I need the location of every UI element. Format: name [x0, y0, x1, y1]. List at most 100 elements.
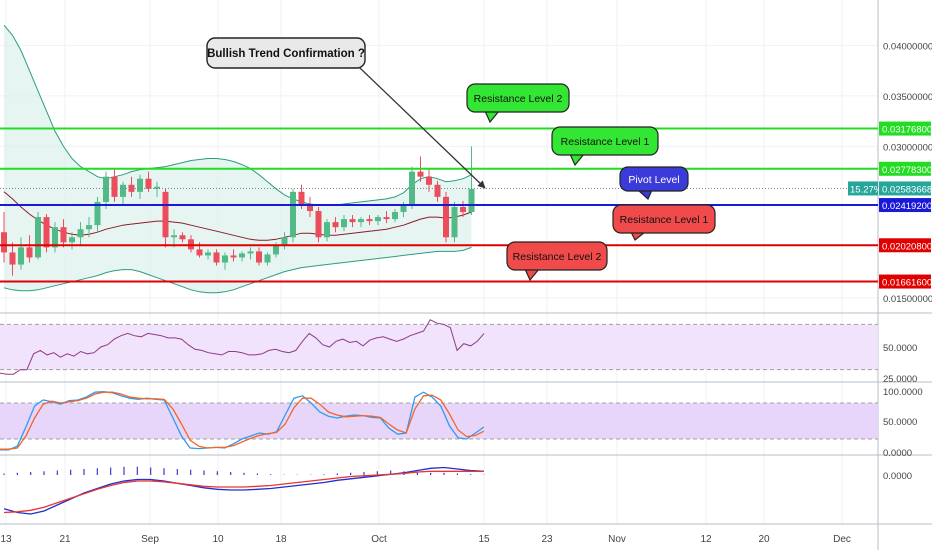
candle-body	[128, 184, 135, 192]
current-price-tag	[879, 181, 931, 196]
candle-body	[43, 217, 50, 248]
callout-box	[466, 83, 570, 113]
annotation-callout-box	[206, 37, 366, 69]
callout-label: Resistance Level 1	[561, 136, 650, 148]
candle-body	[358, 219, 364, 223]
macd-zero-label: 0.0000	[883, 471, 912, 482]
stoch-k-line	[0, 390, 485, 451]
candle-body	[324, 222, 330, 238]
candle-body	[307, 204, 313, 212]
candle-body	[145, 178, 152, 189]
candle-body	[69, 237, 75, 243]
x-tick-label: 21	[59, 534, 71, 545]
candle-body	[375, 217, 381, 222]
price-level-tag	[879, 274, 931, 289]
candle-body	[35, 217, 41, 258]
x-tick-label: 18	[275, 534, 287, 545]
candle-body	[9, 252, 16, 265]
candle-body	[460, 206, 466, 213]
candle-body	[256, 251, 262, 263]
candle-body	[451, 206, 458, 238]
rsi-mid-label: 50.0000	[883, 343, 917, 354]
candle-body	[239, 253, 245, 258]
candle-body	[86, 225, 92, 230]
candle-body	[315, 211, 322, 238]
candle-body	[94, 201, 101, 226]
candle-body	[247, 251, 254, 254]
candle-body	[400, 204, 407, 213]
price-level-label: 0.02419200	[882, 201, 932, 212]
candle-body	[171, 235, 177, 238]
candle-body	[426, 176, 432, 185]
candle-body	[1, 232, 7, 253]
callout-label: Resistance Level 2	[474, 93, 563, 105]
price-tick-label: 0.04000000	[883, 41, 932, 52]
callout-tail	[524, 268, 540, 282]
x-tick-label: 10	[212, 534, 224, 545]
price-level-label: 0.03176800	[882, 125, 932, 136]
x-tick-label: Sep	[141, 534, 159, 545]
rsi-low-label: 25.0000	[883, 374, 917, 385]
candles	[1, 146, 475, 276]
callout-box	[551, 126, 659, 156]
callout-box	[612, 204, 716, 234]
callout-tail	[484, 110, 500, 124]
price-level-tag	[879, 161, 931, 176]
price-level-label: 0.02778300	[882, 165, 932, 176]
x-tick-label: Dec	[833, 534, 851, 545]
stoch-bottom-label: 0.0000	[883, 448, 912, 459]
annotations: Bullish Trend Confirmation ? Resistance L…	[206, 37, 716, 282]
price-change-label: 15.27%	[850, 184, 883, 195]
annotation-arrow	[348, 67, 486, 189]
candle-body	[264, 254, 271, 263]
candle-body	[332, 222, 339, 228]
price-level-label: 0.01661600	[882, 278, 932, 289]
stoch-mid-label: 50.0000	[883, 417, 917, 428]
x-tick-label: 13	[0, 534, 12, 545]
rsi-band	[0, 324, 878, 370]
candle-body	[392, 212, 398, 220]
candle-body	[366, 219, 373, 222]
candle-body	[417, 171, 424, 177]
candle-body	[154, 186, 160, 189]
candle-body	[77, 229, 84, 238]
candle-body	[468, 188, 475, 213]
x-tick-label: 23	[541, 534, 553, 545]
callout-label: Resistance Level 2	[513, 251, 602, 263]
x-tick-label: Nov	[608, 534, 626, 545]
candle-body	[111, 176, 118, 197]
callout-tail	[630, 231, 646, 241]
price-level-tag	[879, 238, 931, 253]
candle-body	[298, 191, 305, 205]
current-price-label: 0.02583668	[882, 184, 932, 195]
price-levels	[0, 127, 878, 283]
candle-body	[230, 255, 237, 258]
candle-body	[383, 217, 390, 220]
rsi-line	[0, 319, 485, 375]
price-tick-label: 0.03000000	[883, 142, 932, 153]
candle-body	[349, 219, 356, 223]
x-tick-label: Oct	[371, 534, 387, 545]
indicators	[0, 319, 485, 515]
callout-label: Pivot Level	[628, 174, 679, 186]
candle-body	[120, 184, 126, 197]
candle-body	[341, 219, 347, 228]
candle-body	[18, 247, 24, 265]
price-change-tag	[848, 181, 878, 196]
candle-body	[60, 227, 67, 243]
price-tick-label: 0.03500000	[883, 92, 932, 103]
candle-body	[137, 178, 143, 192]
x-tick-label: 15	[478, 534, 490, 545]
x-tick-label: 12	[700, 534, 712, 545]
candle-body	[434, 184, 441, 197]
candle-body	[443, 196, 449, 238]
candle-body	[281, 237, 288, 246]
candle-body	[196, 249, 203, 256]
candle-body	[222, 255, 228, 263]
callout-tail	[569, 153, 585, 167]
candle-body	[103, 176, 109, 202]
candle-body	[52, 227, 58, 248]
